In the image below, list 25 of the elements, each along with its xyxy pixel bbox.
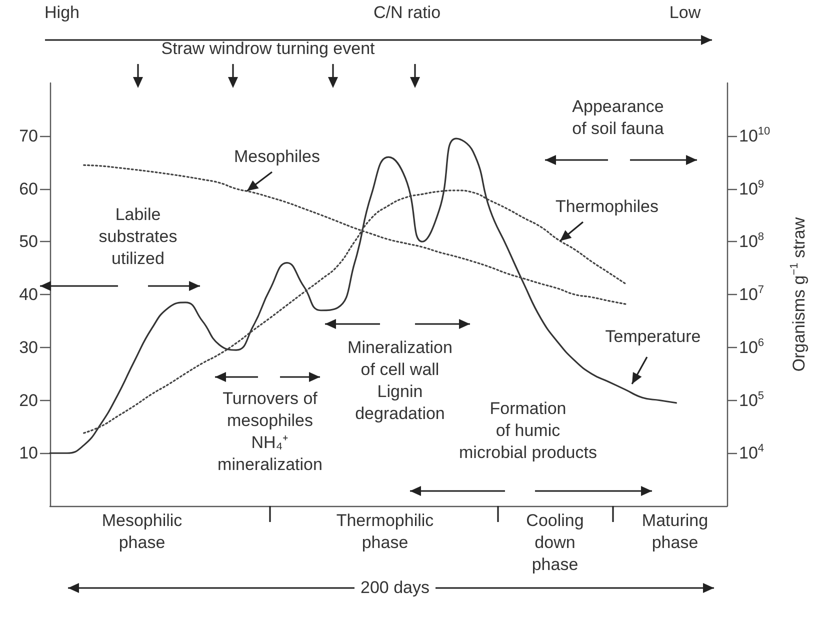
y-tick-label: 70 [19,126,38,146]
y-tick-label: 40 [19,285,38,304]
annotation: Mineralization of cell wall Lignin degradation [348,337,452,425]
y-tick-label: 20 [19,390,38,410]
y-tick-label: 10 [19,444,38,463]
y2-axis-title: Organisms g−1 straw [788,216,808,372]
annotation: Turnovers of mesophiles NH₄⁺ mineralization [218,388,322,476]
text: C/N ratio [373,2,441,24]
annotation: Labile substrates utilized [98,204,178,270]
annotation: Appearance of soil fauna [572,96,664,140]
series-label: Temperature [605,326,701,348]
y-tick-label: 50 [19,232,38,252]
series-label: Mesophiles [234,146,320,168]
text: Straw windrow turning event [161,38,375,60]
y-tick-label: 60 [19,179,38,198]
y-tick-label: 30 [19,338,38,357]
text: Maturing phase [642,510,708,554]
text: High [44,2,80,24]
text: Cooling down phase [526,510,584,576]
text: Mesophilic phase [102,510,182,554]
text: Thermophilic phase [336,510,434,554]
series-label: Thermophiles [556,196,658,218]
text: 200 days [354,577,436,599]
annotation: Formation of humic microbial products [459,398,597,464]
text: Low [669,2,701,24]
